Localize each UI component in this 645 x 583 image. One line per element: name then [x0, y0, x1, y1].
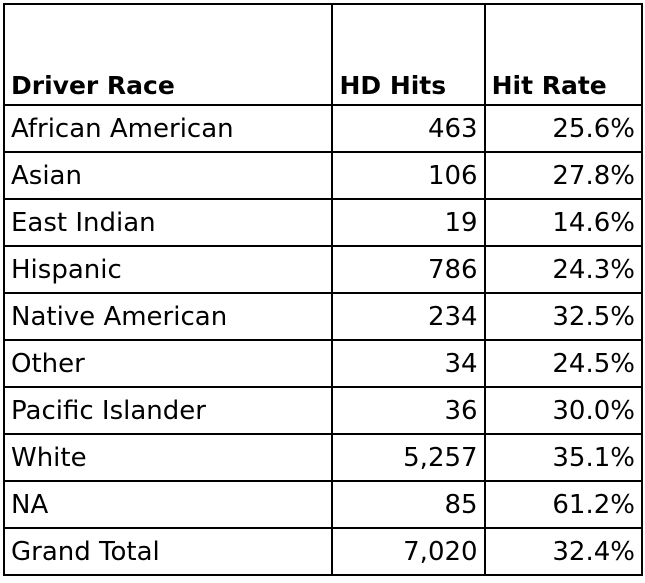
cell-hit-rate: 30.0% — [483, 386, 644, 435]
cell-driver-race: Other — [2, 339, 334, 388]
grand-total-row: Grand Total 7,020 32.4% — [2, 527, 644, 576]
cell-driver-race: Asian — [2, 151, 334, 200]
cell-hit-rate: 24.5% — [483, 339, 644, 388]
cell-hd-hits: 463 — [331, 104, 486, 153]
cell-hd-hits: 85 — [331, 480, 486, 529]
cell-hit-rate: 25.6% — [483, 104, 644, 153]
header-hit-rate: Hit Rate — [483, 3, 644, 106]
cell-driver-race: Grand Total — [2, 527, 334, 576]
cell-driver-race: East Indian — [2, 198, 334, 247]
table-row: Hispanic 786 24.3% — [2, 245, 644, 294]
hit-rate-table: Driver Race HD Hits Hit Rate African Ame… — [2, 3, 644, 576]
table-row: Other 34 24.5% — [2, 339, 644, 388]
cell-driver-race: White — [2, 433, 334, 482]
cell-hit-rate: 61.2% — [483, 480, 644, 529]
cell-hit-rate: 32.4% — [483, 527, 644, 576]
table-row: Native American 234 32.5% — [2, 292, 644, 341]
cell-hit-rate: 27.8% — [483, 151, 644, 200]
cell-hd-hits: 7,020 — [331, 527, 486, 576]
cell-hit-rate: 32.5% — [483, 292, 644, 341]
cell-hit-rate: 35.1% — [483, 433, 644, 482]
cell-hit-rate: 24.3% — [483, 245, 644, 294]
cell-hd-hits: 106 — [331, 151, 486, 200]
cell-hd-hits: 5,257 — [331, 433, 486, 482]
table-row: East Indian 19 14.6% — [2, 198, 644, 247]
cell-hd-hits: 19 — [331, 198, 486, 247]
table-row: African American 463 25.6% — [2, 104, 644, 153]
header-row: Driver Race HD Hits Hit Rate — [2, 3, 644, 106]
cell-hd-hits: 34 — [331, 339, 486, 388]
header-driver-race: Driver Race — [2, 3, 334, 106]
cell-driver-race: NA — [2, 480, 334, 529]
cell-driver-race: Hispanic — [2, 245, 334, 294]
cell-hd-hits: 234 — [331, 292, 486, 341]
table-row: Asian 106 27.8% — [2, 151, 644, 200]
table-row: White 5,257 35.1% — [2, 433, 644, 482]
header-hd-hits: HD Hits — [331, 3, 486, 106]
table-row: NA 85 61.2% — [2, 480, 644, 529]
cell-driver-race: Pacific Islander — [2, 386, 334, 435]
cell-driver-race: Native American — [2, 292, 334, 341]
cell-hd-hits: 36 — [331, 386, 486, 435]
cell-hd-hits: 786 — [331, 245, 486, 294]
cell-hit-rate: 14.6% — [483, 198, 644, 247]
cell-driver-race: African American — [2, 104, 334, 153]
table-row: Pacific Islander 36 30.0% — [2, 386, 644, 435]
